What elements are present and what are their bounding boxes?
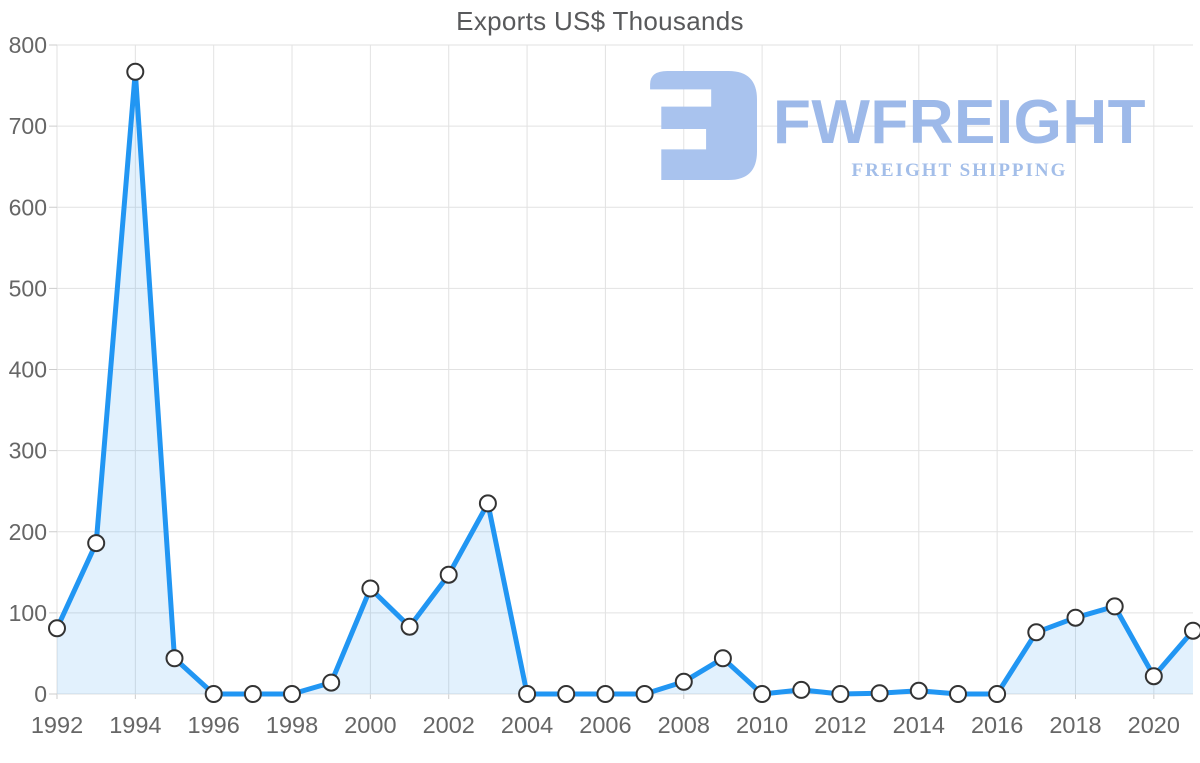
data-point[interactable] bbox=[243, 685, 262, 703]
data-point[interactable] bbox=[518, 685, 537, 703]
data-point[interactable] bbox=[1066, 608, 1085, 627]
chart-title: Exports US$ Thousands bbox=[456, 6, 744, 36]
fwfreight-logo-icon bbox=[650, 71, 757, 180]
data-point[interactable] bbox=[635, 685, 654, 703]
y-axis-label: 100 bbox=[9, 600, 47, 626]
data-point[interactable] bbox=[48, 619, 66, 638]
data-point[interactable] bbox=[713, 649, 732, 668]
data-point[interactable] bbox=[596, 685, 615, 703]
data-point[interactable] bbox=[949, 685, 967, 703]
x-axis-label: 2004 bbox=[501, 712, 553, 738]
x-axis-label: 1998 bbox=[266, 712, 318, 738]
y-axis-label: 0 bbox=[34, 681, 47, 707]
y-axis-label: 200 bbox=[9, 519, 47, 545]
x-axis-label: 2010 bbox=[736, 712, 788, 738]
data-point[interactable] bbox=[1184, 621, 1200, 640]
x-axis-label: 2002 bbox=[423, 712, 475, 738]
y-axis-label: 500 bbox=[9, 275, 47, 301]
data-point[interactable] bbox=[126, 62, 145, 81]
data-point[interactable] bbox=[557, 685, 576, 703]
data-point[interactable] bbox=[792, 680, 811, 699]
x-axis-label: 2016 bbox=[971, 712, 1023, 738]
x-axis-label: 1996 bbox=[188, 712, 240, 738]
x-axis-label: 1994 bbox=[109, 712, 161, 738]
y-axis-label: 800 bbox=[9, 32, 47, 58]
data-point[interactable] bbox=[478, 494, 497, 513]
y-axis-label: 400 bbox=[9, 357, 47, 383]
data-point[interactable] bbox=[1105, 597, 1124, 616]
logo-text-column: FWFREIGHT FREIGHT SHIPPING bbox=[773, 70, 1146, 182]
data-point[interactable] bbox=[322, 673, 341, 692]
x-axis-label: 2020 bbox=[1128, 712, 1180, 738]
data-point[interactable] bbox=[439, 565, 458, 584]
x-axis-label: 2014 bbox=[893, 712, 945, 738]
y-axis-label: 700 bbox=[9, 113, 47, 139]
data-point[interactable] bbox=[1144, 667, 1163, 686]
x-axis-label: 2006 bbox=[579, 712, 631, 738]
x-axis-label: 1992 bbox=[31, 712, 83, 738]
x-axis-label: 2012 bbox=[814, 712, 866, 738]
logo-tagline: FREIGHT SHIPPING bbox=[851, 160, 1068, 181]
data-point[interactable] bbox=[165, 649, 184, 668]
data-point[interactable] bbox=[988, 685, 1007, 703]
data-point[interactable] bbox=[753, 685, 772, 703]
data-point[interactable] bbox=[909, 681, 928, 700]
data-point[interactable] bbox=[674, 672, 693, 691]
y-axis-label: 600 bbox=[9, 194, 47, 220]
data-point[interactable] bbox=[400, 617, 419, 636]
data-point[interactable] bbox=[283, 685, 301, 703]
fwfreight-logo: FWFREIGHT FREIGHT SHIPPING bbox=[645, 70, 1146, 182]
x-axis-label: 2018 bbox=[1049, 712, 1101, 738]
data-point[interactable] bbox=[87, 534, 106, 553]
data-point[interactable] bbox=[870, 684, 889, 703]
x-axis-label: 2008 bbox=[658, 712, 710, 738]
data-point[interactable] bbox=[831, 685, 850, 703]
logo-wordmark: FWFREIGHT bbox=[773, 88, 1146, 157]
data-point[interactable] bbox=[361, 579, 380, 598]
x-axis-label: 2000 bbox=[344, 712, 396, 738]
data-point[interactable] bbox=[204, 685, 223, 703]
data-point[interactable] bbox=[1027, 623, 1046, 642]
y-axis-label: 300 bbox=[9, 438, 47, 464]
